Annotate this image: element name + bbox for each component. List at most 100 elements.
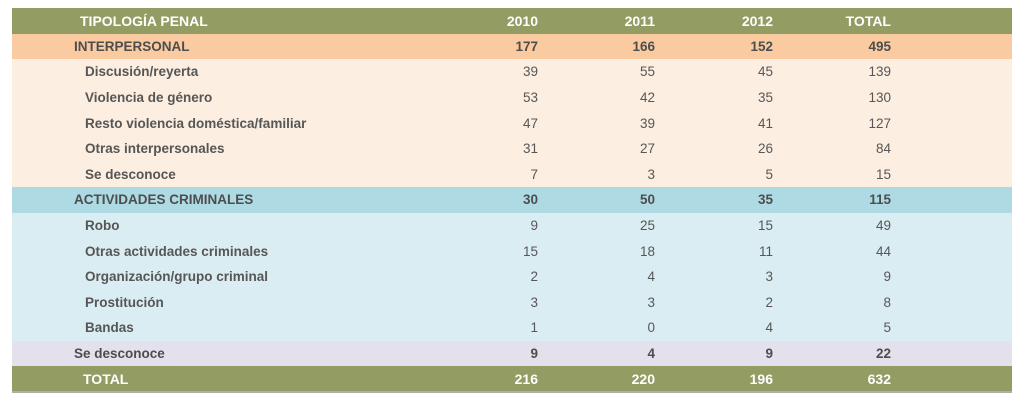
value-cell-2011: 3 xyxy=(647,294,655,310)
table-row: TOTAL 216 220 196 632 xyxy=(12,366,1012,392)
value-cell-2010: 216 xyxy=(514,370,538,387)
table-row: Otras actividades criminales 15 18 11 44 xyxy=(12,238,1012,264)
value-cell-2010: 53 xyxy=(522,90,538,106)
value-cell-total: 5 xyxy=(883,320,891,336)
value-cell-total: 139 xyxy=(868,64,891,80)
value-cell-2012: 26 xyxy=(757,141,773,157)
value-cell-2010: 2 xyxy=(530,269,538,285)
empty-cell xyxy=(893,110,1012,136)
row-label: Otras interpersonales xyxy=(85,141,225,157)
empty-cell xyxy=(893,162,1012,188)
value-cell-total: 495 xyxy=(868,38,891,54)
value-cell-2012: 35 xyxy=(757,192,773,208)
value-cell-2012: 3 xyxy=(765,269,773,285)
value-cell-2010: 3 xyxy=(530,294,538,310)
empty-cell xyxy=(893,264,1012,290)
row-label: Robo xyxy=(85,218,120,234)
page: TIPOLOGÍA PENAL 2010 2011 2012 TOTAL INT… xyxy=(0,8,1024,400)
value-cell-total: 127 xyxy=(868,115,891,131)
value-cell-total: 9 xyxy=(883,269,891,285)
table-row: Resto violencia doméstica/familiar 47 39 41… xyxy=(12,110,1012,136)
value-cell-2012: 4 xyxy=(765,320,773,336)
empty-cell xyxy=(893,315,1012,341)
value-cell-total: 49 xyxy=(875,218,891,234)
value-cell-2011: 4 xyxy=(647,269,655,285)
value-cell-2011: 220 xyxy=(631,370,655,387)
table-row: Robo 9 25 15 49 xyxy=(12,212,1012,239)
value-cell-2011: 50 xyxy=(639,192,655,208)
empty-cell xyxy=(893,366,1012,392)
value-cell-2011: 39 xyxy=(639,115,655,131)
value-cell-2012: 2 xyxy=(765,294,773,310)
crime-typology-table: TIPOLOGÍA PENAL 2010 2011 2012 TOTAL INT… xyxy=(12,8,1012,393)
header-empty-cell xyxy=(893,8,1012,34)
value-cell-total: 130 xyxy=(868,90,891,106)
table-row: Organización/grupo criminal 2 4 3 9 xyxy=(12,263,1012,290)
value-cell-total: 632 xyxy=(867,370,891,387)
row-label: ACTIVIDADES CRIMINALES xyxy=(74,192,254,208)
column-header-tipologia-penal: TIPOLOGÍA PENAL xyxy=(12,8,422,34)
value-cell-2011: 166 xyxy=(632,38,655,54)
value-cell-total: 44 xyxy=(875,243,891,259)
table-row: Violencia de género 53 42 35 130 xyxy=(12,84,1012,111)
value-cell-2012: 5 xyxy=(765,166,773,182)
value-cell-2011: 3 xyxy=(647,166,655,182)
value-cell-2012: 11 xyxy=(758,243,773,259)
value-cell-2011: 55 xyxy=(639,64,655,80)
row-label: Prostitución xyxy=(85,294,164,310)
value-cell-2011: 0 xyxy=(647,320,655,336)
header-row: TIPOLOGÍA PENAL 2010 2011 2012 TOTAL xyxy=(12,8,1012,34)
row-label: TOTAL xyxy=(83,370,129,387)
value-cell-2012: 35 xyxy=(757,90,773,106)
value-cell-2012: 15 xyxy=(757,218,773,234)
row-label: Organización/grupo criminal xyxy=(85,269,269,285)
value-cell-2010: 7 xyxy=(530,166,538,182)
empty-cell xyxy=(893,59,1012,85)
row-label: Discusión/reyerta xyxy=(85,64,199,80)
value-cell-2010: 15 xyxy=(522,243,538,259)
table-row: Otras interpersonales 31 27 26 84 xyxy=(12,135,1012,162)
value-cell-2011: 27 xyxy=(639,141,655,157)
table-row: Prostitución 3 3 2 8 xyxy=(12,289,1012,316)
value-cell-2012: 45 xyxy=(757,64,773,80)
value-cell-2010: 39 xyxy=(522,64,538,80)
table-row: Bandas 1 0 4 5 xyxy=(12,315,1012,341)
row-label: Se desconoce xyxy=(85,166,176,182)
value-cell-2010: 31 xyxy=(522,141,538,157)
value-cell-2010: 30 xyxy=(522,192,538,208)
empty-cell xyxy=(893,85,1012,111)
value-cell-2012: 196 xyxy=(749,370,773,387)
value-cell-2010: 9 xyxy=(530,218,538,234)
value-cell-2011: 25 xyxy=(639,218,655,234)
table-body: INTERPERSONAL 177 166 152 495 Discusión/reyer… xyxy=(12,33,1012,392)
value-cell-total: 8 xyxy=(883,294,891,310)
value-cell-2010: 47 xyxy=(522,115,538,131)
row-label: Se desconoce xyxy=(74,346,165,362)
row-label: INTERPERSONAL xyxy=(74,38,190,54)
empty-cell xyxy=(893,136,1012,162)
empty-cell xyxy=(893,187,1012,213)
empty-cell xyxy=(893,34,1012,60)
value-cell-total: 22 xyxy=(875,346,891,362)
value-cell-2011: 42 xyxy=(639,90,655,106)
table-row: Se desconoce 9 4 9 22 xyxy=(12,340,1012,367)
row-label: Otras actividades criminales xyxy=(85,243,269,259)
column-header-2012: 2012 xyxy=(657,8,775,34)
row-label: Bandas xyxy=(85,320,134,336)
empty-cell xyxy=(893,213,1012,239)
empty-cell xyxy=(893,238,1012,264)
value-cell-total: 84 xyxy=(875,141,891,157)
value-cell-2012: 152 xyxy=(750,38,773,54)
value-cell-2010: 9 xyxy=(530,346,538,362)
value-cell-2010: 177 xyxy=(515,38,538,54)
table-row: INTERPERSONAL 177 166 152 495 xyxy=(12,33,1012,60)
row-label: Resto violencia doméstica/familiar xyxy=(85,115,307,131)
value-cell-2012: 41 xyxy=(757,115,773,131)
value-cell-2010: 1 xyxy=(530,320,538,336)
table-row: Se desconoce 7 3 5 15 xyxy=(12,161,1012,188)
row-label: Violencia de género xyxy=(85,90,213,106)
value-cell-total: 15 xyxy=(875,166,891,182)
table-row: ACTIVIDADES CRIMINALES 30 50 35 115 xyxy=(12,187,1012,213)
empty-cell xyxy=(893,290,1012,316)
column-header-2010: 2010 xyxy=(422,8,540,34)
